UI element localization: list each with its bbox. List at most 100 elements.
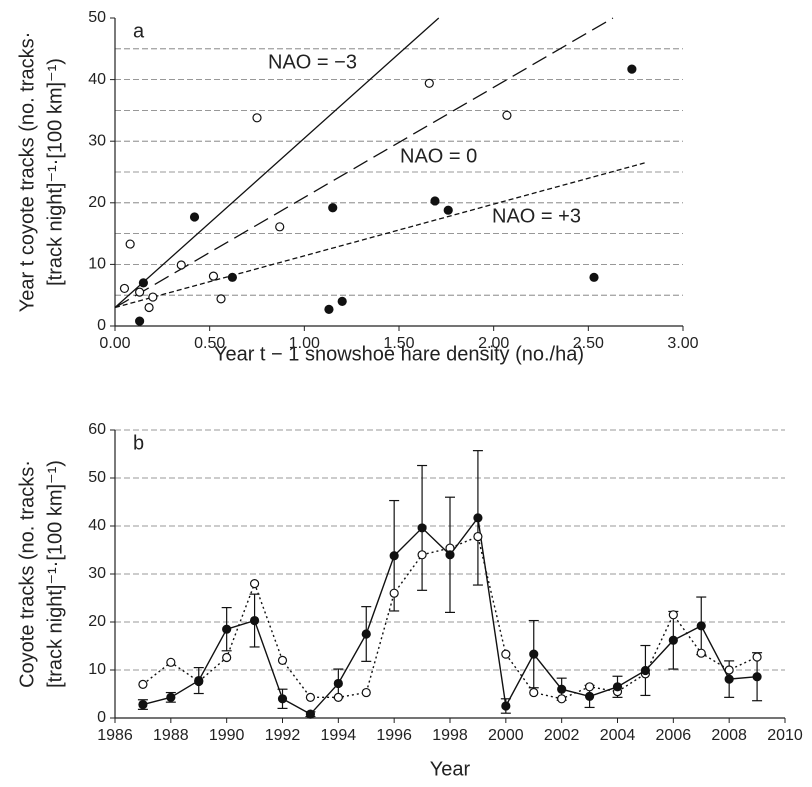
x-tick-label: 0.50 xyxy=(194,335,225,352)
y-axis-label: Year t coyote tracks (no. tracks· xyxy=(16,32,38,312)
point xyxy=(148,292,158,302)
y-tick-label: 50 xyxy=(88,469,106,486)
x-tick-label: 1998 xyxy=(432,727,468,744)
y-tick-label: 40 xyxy=(88,71,106,88)
y-tick-label: 30 xyxy=(88,132,106,149)
point xyxy=(252,113,262,123)
point xyxy=(696,621,706,631)
y-tick-label: 0 xyxy=(97,709,106,726)
point xyxy=(501,649,511,659)
point xyxy=(445,550,455,560)
line-label: NAO = −3 xyxy=(268,51,357,73)
point xyxy=(119,283,130,294)
point xyxy=(194,675,204,686)
point xyxy=(208,271,219,281)
point xyxy=(361,687,371,698)
point xyxy=(668,635,678,645)
x-tick-label: 1994 xyxy=(321,727,357,744)
point xyxy=(389,551,399,561)
y-tick-label: 10 xyxy=(88,661,106,678)
point xyxy=(328,203,338,213)
point xyxy=(612,682,623,692)
panel-label: a xyxy=(133,20,145,42)
point xyxy=(696,648,706,658)
point xyxy=(135,287,145,297)
point xyxy=(277,655,288,666)
fit-line xyxy=(114,17,614,309)
y-tick-label: 20 xyxy=(88,613,106,630)
y-tick-label: 10 xyxy=(88,256,106,273)
x-tick-label: 3.00 xyxy=(667,335,698,352)
point xyxy=(138,679,148,690)
point xyxy=(430,196,440,206)
point xyxy=(277,694,288,704)
point xyxy=(337,296,347,306)
y-axis-label: Coyote tracks (no. tracks· xyxy=(16,460,38,688)
y-tick-label: 20 xyxy=(88,194,106,211)
panel-label: b xyxy=(133,432,144,454)
point xyxy=(502,110,512,120)
y-tick-label: 50 xyxy=(88,9,106,26)
y-axis-label: [track night]⁻¹·[100 km]⁻¹) xyxy=(44,460,66,688)
point xyxy=(443,205,453,215)
point xyxy=(227,272,237,282)
point xyxy=(424,78,434,88)
x-tick-label: 1.50 xyxy=(383,335,414,352)
point xyxy=(501,701,511,711)
y-tick-label: 40 xyxy=(88,517,106,534)
fit-line xyxy=(114,162,646,309)
point xyxy=(752,672,762,682)
point xyxy=(222,624,232,634)
point xyxy=(138,278,148,288)
y-tick-label: 60 xyxy=(88,421,106,438)
point xyxy=(627,64,637,74)
point xyxy=(584,682,595,692)
point xyxy=(125,239,135,249)
point xyxy=(473,531,483,542)
x-tick-label: 1988 xyxy=(153,727,189,744)
point xyxy=(333,692,343,702)
point xyxy=(324,304,334,314)
x-tick-label: 2006 xyxy=(656,727,692,744)
point xyxy=(724,674,734,684)
line-label: NAO = +3 xyxy=(492,205,581,227)
point xyxy=(557,694,567,704)
x-tick-label: 1.00 xyxy=(289,335,320,352)
x-tick-label: 2002 xyxy=(544,727,580,744)
x-axis-label: Year xyxy=(430,758,471,780)
x-tick-label: 1996 xyxy=(376,727,412,744)
y-axis-label: [track night]⁻¹·[100 km]⁻¹) xyxy=(44,58,66,286)
point xyxy=(361,629,371,639)
point xyxy=(144,302,154,313)
x-tick-label: 2.50 xyxy=(573,335,604,352)
point xyxy=(668,610,678,620)
point xyxy=(249,615,260,626)
point xyxy=(275,222,285,232)
point xyxy=(249,578,260,589)
point xyxy=(589,272,599,282)
point xyxy=(752,652,762,662)
point xyxy=(640,665,651,676)
point xyxy=(166,692,176,702)
x-tick-label: 2000 xyxy=(488,727,524,744)
point xyxy=(305,709,316,719)
point xyxy=(305,692,316,702)
point xyxy=(557,684,567,694)
point xyxy=(389,588,399,598)
point xyxy=(529,687,539,698)
point xyxy=(724,665,734,675)
point xyxy=(222,652,232,663)
x-tick-label: 2004 xyxy=(600,727,636,744)
point xyxy=(166,657,176,667)
point xyxy=(216,294,226,304)
x-axis-label: Year t − 1 snowshoe hare density (no./ha… xyxy=(214,343,584,365)
point xyxy=(417,550,427,560)
point xyxy=(417,523,427,533)
y-tick-label: 30 xyxy=(88,565,106,582)
point xyxy=(529,649,539,659)
x-tick-label: 0.00 xyxy=(99,335,130,352)
x-tick-label: 1990 xyxy=(209,727,245,744)
line-label: NAO = 0 xyxy=(400,145,477,167)
